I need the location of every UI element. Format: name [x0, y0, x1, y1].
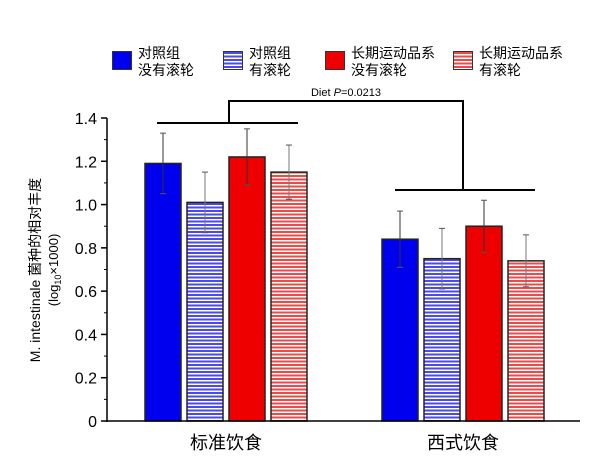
legend-label: 有滚轮 — [479, 62, 521, 78]
legend-item-runner-wheel: 长期运动品系 有滚轮 — [453, 45, 563, 79]
legend-label: 长期运动品系 — [479, 45, 563, 61]
y-axis-unit: (log10×1000) — [46, 234, 63, 307]
legend-label: 有滚轮 — [249, 62, 291, 78]
legend-item-control-wheel: 对照组 有滚轮 — [223, 45, 291, 79]
diet-p-value-annotation: Diet P=0.0213 — [311, 87, 381, 99]
bar — [186, 201, 224, 422]
y-tick-label: 1.4 — [75, 111, 97, 128]
legend-item-runner-no-wheel: 长期运动品系 没有滚轮 — [325, 45, 435, 79]
significance-bracket — [157, 100, 535, 191]
legend-label: 没有滚轮 — [351, 62, 407, 78]
bar — [381, 238, 419, 422]
x-tick-label: 标准饮食 — [190, 433, 262, 453]
bar — [507, 260, 545, 422]
bar — [228, 156, 266, 422]
legend-label: 对照组 — [138, 45, 180, 61]
y-tick-label: 1.0 — [75, 198, 97, 215]
legend-item-control-no-wheel: 对照组 没有滚轮 — [112, 45, 194, 79]
bar — [270, 171, 308, 422]
legend-label: 长期运动品系 — [351, 45, 435, 61]
bar — [144, 162, 182, 422]
y-tick-label: 0.8 — [75, 241, 97, 258]
legend-swatch — [453, 51, 473, 70]
y-axis-label: M. intestinale 菌种的相对丰度 — [27, 178, 43, 362]
y-tick-label: 0 — [88, 414, 97, 431]
x-tick-label: 西式饮食 — [427, 433, 499, 453]
legend-swatch — [112, 51, 132, 70]
y-tick-label: 0.4 — [75, 327, 97, 344]
y-tick-label: 0.2 — [75, 371, 97, 388]
y-tick-label: 0.6 — [75, 284, 97, 301]
bar — [465, 225, 503, 422]
legend-swatch — [223, 51, 243, 70]
y-tick-label: 1.2 — [75, 154, 97, 171]
legend-swatch — [325, 51, 345, 70]
legend-label: 没有滚轮 — [138, 62, 194, 78]
legend-label: 对照组 — [249, 45, 291, 61]
